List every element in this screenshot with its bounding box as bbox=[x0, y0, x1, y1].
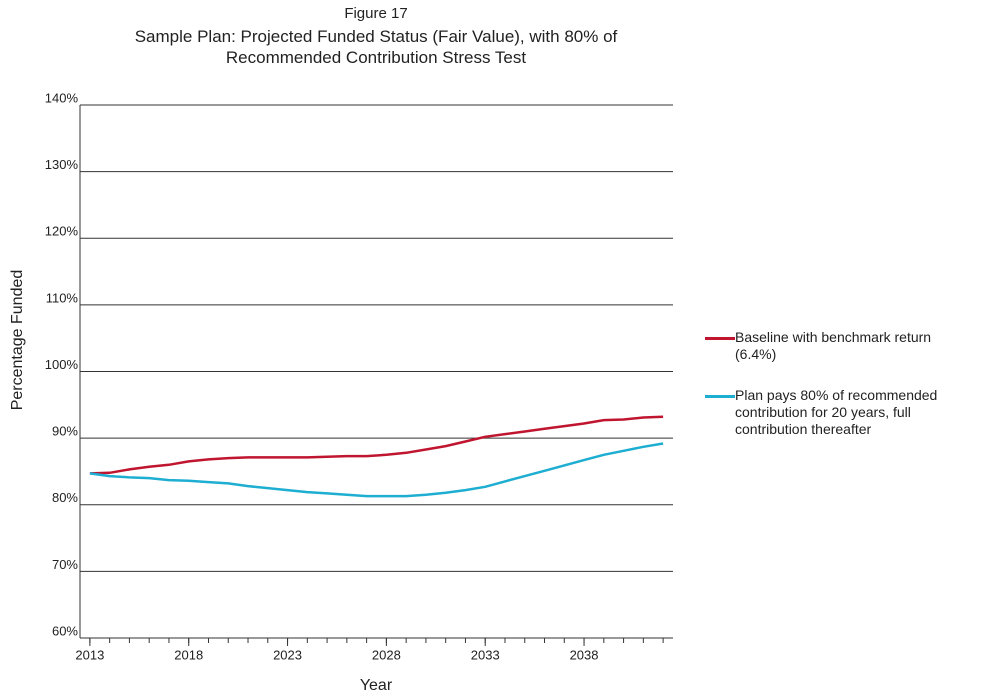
y-tick-label: 100% bbox=[45, 357, 79, 372]
y-tick-label: 120% bbox=[45, 224, 79, 239]
y-axis-label: Percentage Funded bbox=[9, 270, 26, 411]
y-tick-label: 80% bbox=[52, 490, 78, 505]
series-line bbox=[89, 415, 664, 475]
x-axis-label: Year bbox=[360, 677, 393, 694]
x-tick-label: 2028 bbox=[372, 647, 401, 662]
x-tick-label: 2033 bbox=[471, 647, 500, 662]
legend-item: Plan pays 80% of recommended contributio… bbox=[705, 387, 975, 438]
chart-subtitle: Sample Plan: Projected Funded Status (Fa… bbox=[134, 27, 618, 67]
x-tick-label: 2023 bbox=[273, 647, 302, 662]
series-line bbox=[89, 442, 664, 498]
legend-label: Plan pays 80% of recommended contributio… bbox=[735, 387, 938, 437]
legend-swatch bbox=[705, 395, 735, 398]
legend-item: Baseline with benchmark return (6.4%) bbox=[705, 329, 975, 363]
x-tick-label: 2038 bbox=[570, 647, 599, 662]
y-tick-label: 60% bbox=[52, 623, 78, 638]
y-tick-label: 130% bbox=[45, 157, 79, 172]
legend-swatch bbox=[705, 337, 735, 340]
legend-label: Baseline with benchmark return (6.4%) bbox=[735, 329, 932, 362]
y-tick-label: 90% bbox=[52, 424, 78, 439]
x-tick-label: 2013 bbox=[75, 647, 104, 662]
y-tick-label: 140% bbox=[45, 90, 79, 105]
chart-title: Figure 17 bbox=[344, 5, 408, 22]
y-tick-label: 110% bbox=[46, 290, 79, 305]
x-tick-label: 2018 bbox=[174, 647, 203, 662]
y-tick-label: 70% bbox=[52, 557, 78, 572]
